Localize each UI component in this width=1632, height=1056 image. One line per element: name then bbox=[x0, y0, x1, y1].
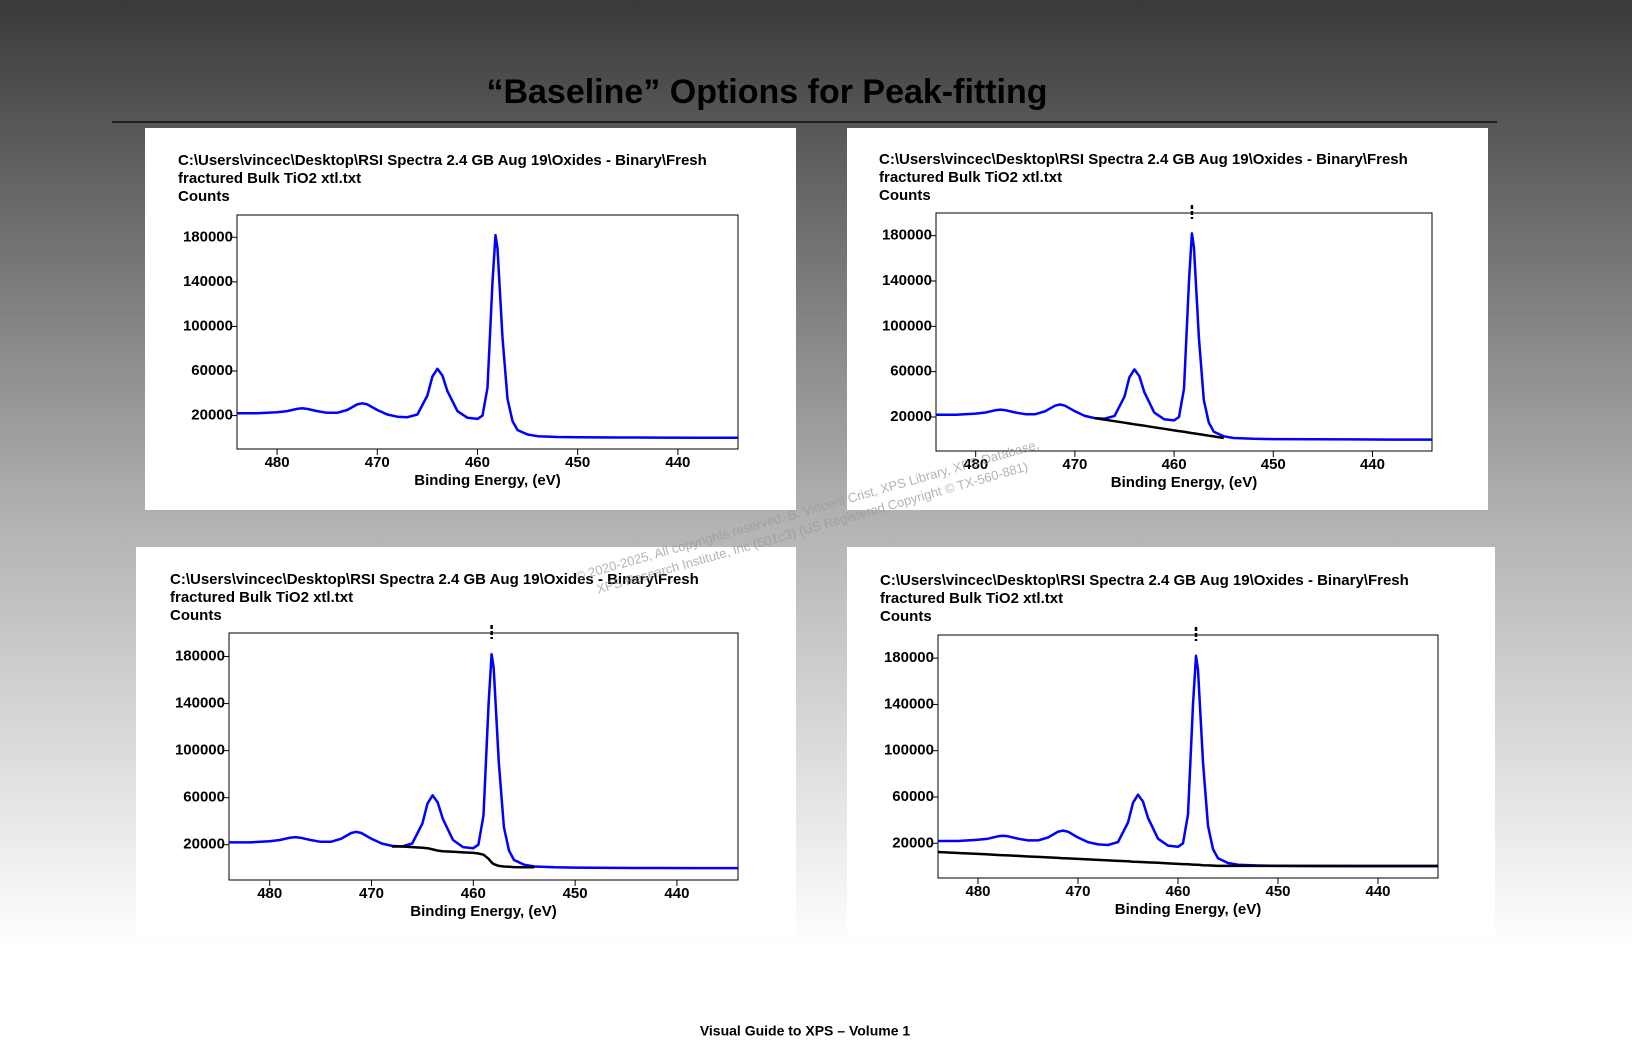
panel bbox=[847, 128, 1488, 510]
x-tick-label: 440 bbox=[1360, 456, 1385, 473]
y-tick-label: 140000 bbox=[884, 695, 934, 712]
spectrum-line bbox=[237, 233, 738, 439]
x-tick-label: 460 bbox=[1162, 456, 1187, 473]
x-tick-label: 460 bbox=[1165, 883, 1190, 900]
panel bbox=[847, 547, 1495, 939]
chart-title: C:\Users\vincec\Desktop\RSI Spectra 2.4 … bbox=[880, 572, 1409, 589]
chart-title: fractured Bulk TiO2 xtl.txt bbox=[879, 169, 1062, 186]
plot-frame bbox=[937, 634, 1439, 879]
chart-title: C:\Users\vincec\Desktop\RSI Spectra 2.4 … bbox=[879, 151, 1408, 168]
y-axis-label: Counts bbox=[170, 607, 222, 624]
x-tick-label: 460 bbox=[461, 885, 486, 902]
y-tick-label: 60000 bbox=[892, 788, 934, 805]
x-tick-label: 450 bbox=[563, 885, 588, 902]
spectrum-line bbox=[936, 232, 1432, 441]
spectrum-line bbox=[1094, 416, 1224, 440]
y-tick-label: 180000 bbox=[183, 228, 233, 245]
y-tick-label: 180000 bbox=[882, 227, 932, 244]
x-tick-label: 450 bbox=[1265, 883, 1290, 900]
chart-title: fractured Bulk TiO2 xtl.txt bbox=[880, 590, 1063, 607]
x-tick-label: 470 bbox=[365, 454, 390, 471]
x-axis-label: Binding Energy, (eV) bbox=[1115, 901, 1261, 918]
y-tick-label: 140000 bbox=[183, 273, 233, 290]
x-tick-label: 480 bbox=[265, 454, 290, 471]
x-tick-label: 480 bbox=[257, 885, 282, 902]
spectrum-line bbox=[937, 850, 1438, 868]
spectrum-line bbox=[229, 652, 738, 870]
x-tick-label: 440 bbox=[664, 885, 689, 902]
y-tick-label: 100000 bbox=[884, 742, 934, 759]
y-tick-label: 180000 bbox=[175, 647, 225, 664]
x-tick-label: 450 bbox=[1261, 456, 1286, 473]
x-axis-label: Binding Energy, (eV) bbox=[414, 472, 560, 489]
y-tick-label: 100000 bbox=[183, 317, 233, 334]
y-tick-label: 60000 bbox=[191, 362, 233, 379]
panel bbox=[145, 128, 796, 510]
y-axis-label: Counts bbox=[880, 608, 932, 625]
footer: Visual Guide to XPS – Volume 1 bbox=[700, 1023, 911, 1039]
y-axis-label: Counts bbox=[879, 187, 931, 204]
x-tick-label: 440 bbox=[665, 454, 690, 471]
x-tick-label: 480 bbox=[963, 456, 988, 473]
plot-frame bbox=[236, 214, 739, 450]
x-tick-label: 460 bbox=[465, 454, 490, 471]
y-tick-label: 20000 bbox=[183, 836, 225, 853]
x-tick-label: 470 bbox=[1062, 456, 1087, 473]
chart-title: C:\Users\vincec\Desktop\RSI Spectra 2.4 … bbox=[170, 571, 699, 588]
chart-title: C:\Users\vincec\Desktop\RSI Spectra 2.4 … bbox=[178, 152, 707, 169]
x-tick-label: 480 bbox=[965, 883, 990, 900]
x-tick-label: 450 bbox=[565, 454, 590, 471]
y-tick-label: 140000 bbox=[175, 695, 225, 712]
x-tick-label: 470 bbox=[359, 885, 384, 902]
plot-frame bbox=[935, 212, 1433, 452]
spectrum-line bbox=[938, 654, 1438, 868]
chart-title: fractured Bulk TiO2 xtl.txt bbox=[170, 589, 353, 606]
x-tick-label: 470 bbox=[1065, 883, 1090, 900]
y-tick-label: 60000 bbox=[890, 363, 932, 380]
y-axis-label: Counts bbox=[178, 188, 230, 205]
y-tick-label: 140000 bbox=[882, 272, 932, 289]
charts: C:\Users\vincec\Desktop\RSI Spectra 2.4 … bbox=[170, 151, 1439, 920]
y-tick-label: 180000 bbox=[884, 649, 934, 666]
spectrum-line bbox=[391, 845, 535, 869]
x-axis-label: Binding Energy, (eV) bbox=[1111, 474, 1257, 491]
chart-title: fractured Bulk TiO2 xtl.txt bbox=[178, 170, 361, 187]
y-tick-label: 20000 bbox=[892, 834, 934, 851]
y-tick-label: 20000 bbox=[890, 408, 932, 425]
y-tick-label: 100000 bbox=[882, 317, 932, 334]
y-tick-label: 20000 bbox=[191, 407, 233, 424]
x-tick-label: 440 bbox=[1365, 883, 1390, 900]
slide-title: “Baseline” Options for Peak-fitting bbox=[486, 73, 1047, 111]
plot-frame bbox=[228, 632, 739, 881]
y-tick-label: 60000 bbox=[183, 789, 225, 806]
x-axis-label: Binding Energy, (eV) bbox=[410, 903, 556, 920]
y-tick-label: 100000 bbox=[175, 742, 225, 759]
panel bbox=[136, 547, 796, 939]
